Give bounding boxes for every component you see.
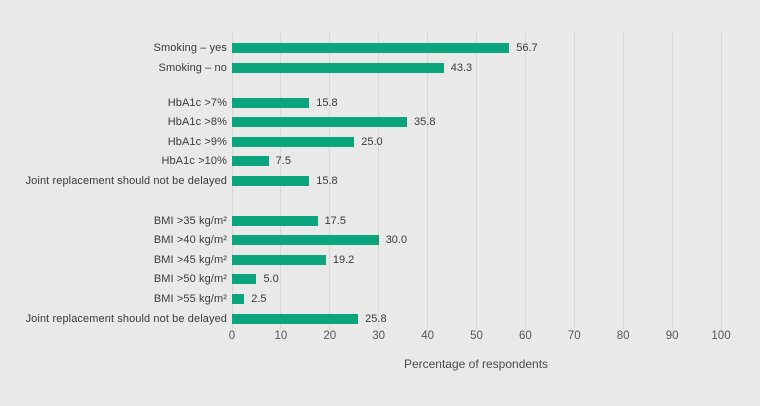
value-label: 15.8 <box>316 96 338 109</box>
bar-row: HbA1c >9% 25.0 <box>0 132 760 152</box>
category-label: BMI >55 kg/m² <box>153 293 227 306</box>
bar-group-hba1c: HbA1c >7% 15.8 HbA1c >8% 35.8 HbA1c >9% 25.0 H… <box>0 93 760 191</box>
category-label: BMI >40 kg/m² <box>153 234 227 247</box>
bar <box>232 42 510 53</box>
value-label: 15.8 <box>316 175 338 188</box>
category-label: Smoking – yes <box>153 41 227 54</box>
gridline <box>573 32 575 330</box>
x-tick-label: 0 <box>228 330 236 342</box>
gridline <box>329 32 331 330</box>
x-axis-title: Percentage of respondents <box>403 357 549 371</box>
x-tick-label: 50 <box>470 330 483 342</box>
bar <box>232 176 310 187</box>
value-label: 5.0 <box>263 273 279 286</box>
bar-row: BMI >45 kg/m² 19.2 <box>0 250 760 270</box>
bar <box>232 254 326 265</box>
gridline <box>622 32 624 330</box>
x-tick-label: 70 <box>567 330 581 342</box>
category-label: BMI >45 kg/m² <box>153 253 227 266</box>
value-label: 56.7 <box>516 41 538 54</box>
value-label: 19.2 <box>332 253 355 266</box>
category-label: Joint replacement should not be delayed <box>25 312 227 325</box>
value-label: 25.8 <box>365 312 387 325</box>
bar-row: HbA1c >8% 35.8 <box>0 112 760 132</box>
x-tick-label: 80 <box>616 330 630 342</box>
bar-row: Smoking – no 43.3 <box>0 58 760 78</box>
category-label: Joint replacement should not be delayed <box>25 175 227 188</box>
bar-row: Joint replacement should not be delayed 1… <box>0 171 760 191</box>
value-label: 2.5 <box>251 293 267 306</box>
bar-group-bmi: BMI >35 kg/m² 17.5 BMI >40 kg/m² 30.0 BMI >4… <box>0 211 760 329</box>
category-label: HbA1c >10% <box>161 155 227 168</box>
bar-row: BMI >55 kg/m² 2.5 <box>0 289 760 309</box>
gridline <box>720 32 722 330</box>
bar-row: Joint replacement should not be delayed 2… <box>0 309 760 329</box>
bar <box>232 294 245 305</box>
bar-group-smoking: Smoking – yes 56.7 Smoking – no 43.3 <box>0 38 760 77</box>
bar-rows: Smoking – yes 56.7 Smoking – no 43.3 HbA1c >… <box>0 38 760 328</box>
x-tick-label: 60 <box>518 330 532 342</box>
x-tick-label: 20 <box>323 330 337 342</box>
x-tick-label: 30 <box>372 330 386 342</box>
bar-row: Smoking – yes 56.7 <box>0 38 760 58</box>
bar <box>232 97 310 108</box>
bar <box>232 313 359 324</box>
bar <box>232 62 444 73</box>
value-label: 43.3 <box>450 61 473 74</box>
value-label: 7.5 <box>275 155 291 168</box>
x-tick-label: 90 <box>665 330 679 342</box>
gridline <box>427 32 429 330</box>
bar-row: BMI >50 kg/m² 5.0 <box>0 270 760 290</box>
bar-row: HbA1c >7% 15.8 <box>0 93 760 113</box>
x-tick-label: 10 <box>274 330 288 342</box>
bar-row: BMI >35 kg/m² 17.5 <box>0 211 760 231</box>
x-tick-label: 40 <box>421 330 434 342</box>
bar-row: HbA1c >10% 7.5 <box>0 152 760 172</box>
bar <box>232 274 257 285</box>
value-label: 17.5 <box>324 214 346 227</box>
category-label: BMI >35 kg/m² <box>153 214 227 227</box>
gridline <box>524 32 526 330</box>
category-label: HbA1c >7% <box>167 96 227 109</box>
bar <box>232 156 269 167</box>
value-label: 35.8 <box>414 116 436 129</box>
gridline <box>378 32 380 330</box>
category-label: HbA1c >9% <box>167 135 227 148</box>
bar <box>232 235 379 246</box>
bar-row: BMI >40 kg/m² 30.0 <box>0 230 760 250</box>
category-label: BMI >50 kg/m² <box>153 273 227 286</box>
bar <box>232 136 355 147</box>
gridline <box>671 32 673 330</box>
category-label: HbA1c >8% <box>167 116 227 129</box>
category-label: Smoking – no <box>158 61 227 74</box>
value-label: 30.0 <box>385 234 408 247</box>
x-tick-label: 100 <box>711 330 731 342</box>
value-label: 25.0 <box>361 135 383 148</box>
bar <box>232 215 318 226</box>
gridline <box>476 32 477 330</box>
bar <box>232 117 408 128</box>
